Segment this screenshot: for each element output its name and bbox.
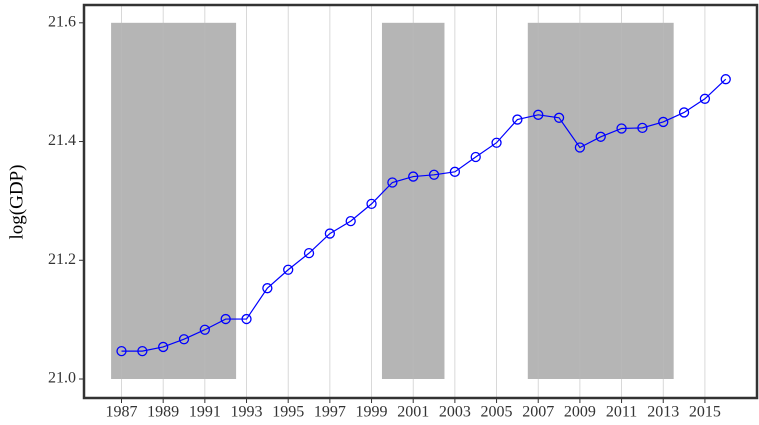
- data-point: [658, 116, 669, 128]
- x-tick-label: 2005: [481, 404, 513, 421]
- data-point: [470, 151, 481, 163]
- data-point: [178, 334, 190, 345]
- x-tick-label: 1999: [356, 404, 388, 421]
- data-point: [428, 169, 440, 180]
- data-point: [408, 171, 419, 182]
- data-point: [220, 313, 231, 325]
- x-tick-label: 1989: [147, 404, 179, 421]
- plot-border: [82, 3, 759, 400]
- data-line: [121, 78, 727, 352]
- shaded-region: [527, 22, 674, 380]
- data-point: [533, 109, 544, 120]
- x-tick-label: 2015: [689, 404, 721, 421]
- x-tick-label: 1997: [314, 404, 346, 421]
- data-point: [366, 198, 377, 210]
- x-tick-label: 2011: [606, 404, 637, 421]
- data-point: [699, 93, 711, 104]
- data-point: [116, 345, 127, 357]
- data-point: [387, 177, 398, 188]
- x-tick-label: 2007: [522, 404, 554, 421]
- x-tick-label: 1995: [272, 404, 304, 421]
- x-tick-label: 1987: [106, 404, 138, 421]
- y-tick-label: 21.0: [48, 370, 76, 387]
- data-point: [241, 313, 252, 325]
- data-point: [137, 345, 148, 357]
- x-tick-label: 2009: [564, 404, 596, 421]
- x-tick-label: 2013: [647, 404, 679, 421]
- data-point: [720, 74, 731, 85]
- shaded-region: [111, 22, 237, 380]
- data-point: [512, 114, 523, 125]
- data-point: [491, 137, 502, 148]
- y-axis-label: log(GDP): [6, 165, 27, 240]
- data-point: [199, 324, 210, 335]
- data-point: [345, 215, 356, 227]
- data-point: [158, 341, 169, 353]
- x-tick-label: 1993: [231, 404, 263, 421]
- data-point: [449, 166, 461, 177]
- y-tick-label: 21.2: [48, 251, 76, 268]
- x-tick-label: 1991: [189, 404, 221, 421]
- y-tick-label: 21.4: [48, 132, 76, 149]
- data-point: [553, 112, 565, 123]
- x-tick-label: 2003: [439, 404, 471, 421]
- x-tick-label: 2001: [397, 404, 429, 421]
- data-point: [324, 228, 336, 239]
- data-point: [574, 142, 586, 153]
- data-point: [283, 264, 294, 275]
- data-point: [595, 131, 606, 142]
- data-point: [262, 283, 273, 294]
- y-tick-label: 21.6: [48, 13, 76, 30]
- data-point: [637, 122, 648, 134]
- data-point: [616, 123, 627, 134]
- data-point: [678, 107, 690, 118]
- data-point: [303, 247, 315, 259]
